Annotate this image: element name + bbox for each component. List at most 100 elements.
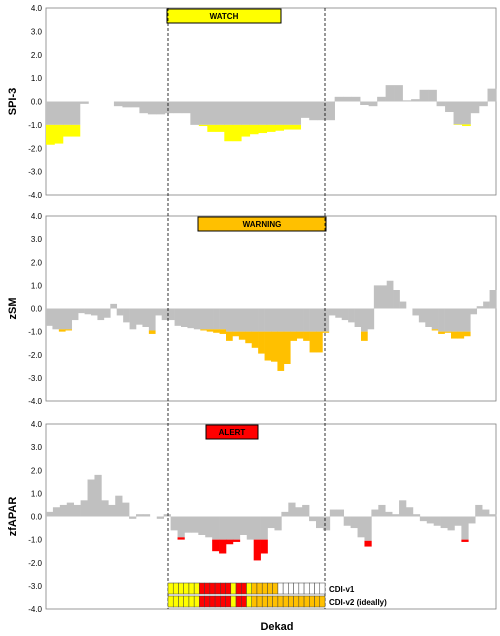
zsm-bar <box>438 308 445 332</box>
zfapar-y-tick-label: -4.0 <box>28 605 42 614</box>
spi3-bar <box>402 100 412 102</box>
zsm-bar-flagged <box>444 331 452 333</box>
cdi-cell <box>309 582 315 595</box>
cdi-cell <box>172 582 179 595</box>
cdi-cell <box>183 582 190 595</box>
zsm-y-tick-label: -1.0 <box>28 328 42 337</box>
zsm-bar <box>393 290 400 309</box>
zsm-bar <box>168 308 175 321</box>
zsm-bar <box>245 308 253 332</box>
cdi-cell <box>319 582 326 595</box>
cdi-cell <box>314 595 321 608</box>
zfapar-badge-box <box>205 424 259 440</box>
cdi-cell <box>209 582 216 595</box>
cdi-cell <box>288 582 294 595</box>
zfapar-bar <box>219 516 227 540</box>
spi3-bar <box>326 101 335 121</box>
zfapar-bar <box>316 516 324 529</box>
spi3-bar <box>122 101 132 108</box>
zsm-bar <box>309 308 317 332</box>
zsm-bar <box>200 308 208 330</box>
zsm-bar-flagged <box>463 331 471 337</box>
zsm-bar <box>258 308 265 332</box>
spi3-bar-flagged <box>258 124 268 134</box>
spi3-bar-flagged <box>46 124 55 145</box>
zsm-bar-flagged <box>438 331 445 334</box>
cdi-cell <box>303 582 310 595</box>
zfapar-bar <box>191 516 199 533</box>
spi3-bar <box>309 101 318 121</box>
cdi-cell <box>178 582 184 595</box>
zfapar-y-tick-label: 4.0 <box>31 420 43 429</box>
zfapar-bar <box>288 502 296 517</box>
zsm-bar <box>470 308 478 315</box>
zfapar-bar <box>447 516 455 531</box>
zsm-bar <box>451 308 458 332</box>
zsm-bar <box>181 308 188 327</box>
cdi-cell <box>282 595 289 608</box>
cdi-cell <box>267 595 273 608</box>
spi3-bar <box>292 101 302 125</box>
spi3-bar <box>462 101 471 125</box>
zfapar-badge-label: ALERT <box>219 428 246 437</box>
cdi-cell <box>204 595 211 608</box>
cdi-cell <box>241 582 247 595</box>
zfapar-bar <box>52 507 61 517</box>
zfapar-bar <box>274 516 282 531</box>
zfapar-bar <box>406 507 414 517</box>
zsm-bar <box>116 308 124 316</box>
spi3-panel: 4.0 3.0 2.0 1.0 0.0 -1.0 -2.0 -3.0 -4.0 SPI-3 WATC… <box>7 4 497 200</box>
spi3-bar <box>419 89 429 102</box>
cdi-cell <box>298 582 305 595</box>
cdi-cell <box>225 582 232 595</box>
cdi-cell <box>319 595 326 608</box>
cdi-cell <box>204 582 211 595</box>
cdi-cell <box>267 582 273 595</box>
spi3-bar <box>71 101 81 125</box>
spi3-bar <box>428 89 437 102</box>
spi3-bar <box>258 101 268 125</box>
cdi-cell <box>193 595 200 608</box>
cdi-cell <box>183 595 190 608</box>
zsm-bar <box>148 308 156 331</box>
spi3-bar <box>54 101 64 125</box>
zfapar-bar-flagged <box>364 540 372 547</box>
zsm-y-tick-label: 2.0 <box>31 258 43 267</box>
zsm-bar <box>290 308 298 332</box>
spi3-bar <box>470 101 480 114</box>
zsm-bar <box>142 308 150 327</box>
spi3-bar <box>130 101 140 108</box>
zsm-bar <box>110 303 118 309</box>
zsm-bar <box>412 308 420 316</box>
cdi-cell <box>235 595 242 608</box>
cdi-cell <box>298 595 305 608</box>
spi3-badge-box <box>166 8 282 24</box>
cdi-strip: CDI-v1 <box>167 582 355 595</box>
zsm-bar <box>97 308 105 321</box>
spi3-badge-label: WATCH <box>210 12 239 21</box>
zfapar-bar <box>136 514 144 517</box>
cdi-cell <box>193 582 200 595</box>
zsm-bar-flagged <box>322 331 330 333</box>
zfapar-bar-flagged <box>219 539 227 554</box>
zfapar-bar <box>87 479 95 517</box>
zfapar-bar <box>440 516 448 529</box>
zsm-bar-flagged <box>206 329 214 332</box>
zfapar-bar <box>94 474 102 517</box>
cdi-cell <box>199 582 205 595</box>
zfapar-bar <box>371 509 379 517</box>
spi3-bar-flagged <box>224 124 234 142</box>
zsm-bar <box>354 308 362 327</box>
spi3-bar <box>343 96 352 102</box>
zsm-bar-flagged <box>58 329 66 332</box>
zsm-bar-flagged <box>271 331 278 362</box>
cdi-cell <box>235 582 242 595</box>
zfapar-bar <box>205 516 213 538</box>
zsm-bar <box>84 308 92 315</box>
zfapar-y-tick-label: -2.0 <box>28 559 42 568</box>
cdi-cell <box>261 582 268 595</box>
cdi-cell <box>282 582 289 595</box>
zfapar-y-tick-label: 1.0 <box>31 489 43 498</box>
spi3-bar <box>139 101 149 114</box>
